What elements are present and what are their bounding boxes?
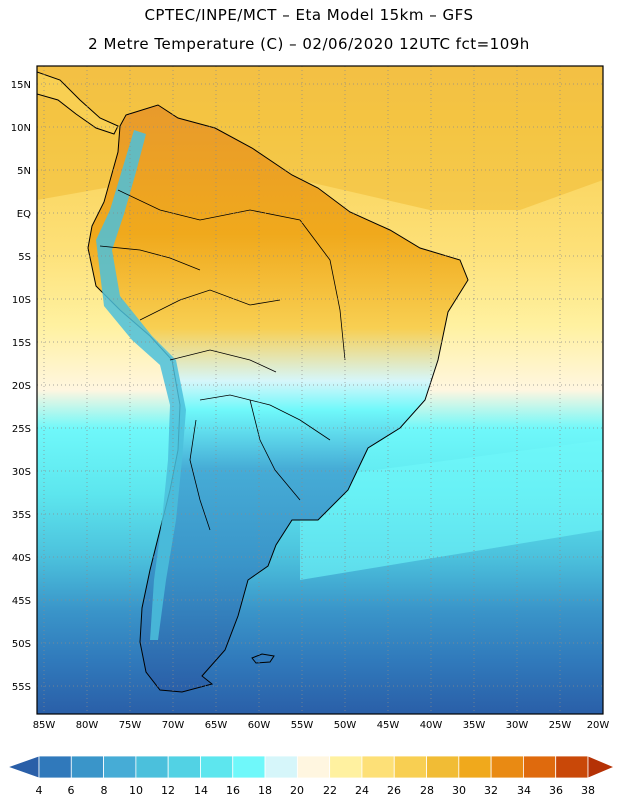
colorbar-swatch bbox=[103, 755, 137, 779]
lat-label: 5S bbox=[18, 252, 31, 263]
colorbar-swatch bbox=[426, 755, 460, 779]
colorbar-label: 34 bbox=[517, 784, 531, 797]
colorbar-boxes bbox=[6, 755, 616, 779]
colorbar-label: 6 bbox=[68, 784, 75, 797]
colorbar-swatch bbox=[232, 755, 266, 779]
colorbar-label: 10 bbox=[129, 784, 143, 797]
lon-label: 70W bbox=[162, 720, 185, 731]
colorbar-swatch bbox=[135, 755, 169, 779]
lon-label: 40W bbox=[420, 720, 443, 731]
lat-label: 40S bbox=[12, 553, 31, 564]
colorbar: 4 6 8 10 12 14 16 18 20 22 24 26 28 30 3… bbox=[6, 755, 616, 797]
latitude-axis: 15N 10N 5N EQ 5S 10S 15S 20S 25S 30S 35S… bbox=[11, 80, 31, 693]
lon-label: 50W bbox=[334, 720, 357, 731]
colorbar-swatch bbox=[458, 755, 492, 779]
title-variable-date: 2 Metre Temperature (C) – 02/06/2020 12U… bbox=[88, 35, 530, 53]
lon-label: 45W bbox=[377, 720, 400, 731]
title-model: CPTEC/INPE/MCT – Eta Model 15km – GFS bbox=[144, 6, 474, 24]
lat-label: 10S bbox=[12, 295, 31, 306]
colorbar-swatch bbox=[296, 755, 331, 779]
lat-label: 45S bbox=[12, 596, 31, 607]
lon-label: 30W bbox=[506, 720, 529, 731]
lon-label: 55W bbox=[291, 720, 314, 731]
lon-label: 65W bbox=[205, 720, 228, 731]
lon-label: 75W bbox=[119, 720, 142, 731]
lat-label: 10N bbox=[11, 123, 31, 134]
colorbar-label: 14 bbox=[194, 784, 208, 797]
colorbar-label: 30 bbox=[452, 784, 466, 797]
colorbar-swatch bbox=[70, 755, 104, 779]
colorbar-label: 16 bbox=[226, 784, 240, 797]
colorbar-arrow-high bbox=[587, 755, 616, 779]
lat-label: 5N bbox=[17, 166, 31, 177]
lat-label: 50S bbox=[12, 639, 31, 650]
colorbar-label: 4 bbox=[36, 784, 43, 797]
colorbar-swatch bbox=[393, 755, 427, 779]
colorbar-label: 28 bbox=[420, 784, 434, 797]
lon-label: 80W bbox=[76, 720, 99, 731]
longitude-axis: 85W 80W 75W 70W 65W 60W 55W 50W 45W 40W … bbox=[33, 720, 610, 731]
lat-label: 15N bbox=[11, 80, 31, 91]
colorbar-arrow-low bbox=[6, 755, 40, 779]
colorbar-swatch bbox=[329, 755, 363, 779]
cool-atlantic-band bbox=[300, 440, 603, 580]
lat-label: 15S bbox=[12, 338, 31, 349]
lat-label: 25S bbox=[12, 424, 31, 435]
colorbar-label: 36 bbox=[549, 784, 563, 797]
lon-label: 85W bbox=[33, 720, 56, 731]
falkland-islands bbox=[251, 653, 275, 664]
colorbar-label: 8 bbox=[101, 784, 108, 797]
colorbar-label: 38 bbox=[581, 784, 595, 797]
colorbar-swatch bbox=[264, 755, 298, 779]
lat-label: 55S bbox=[12, 682, 31, 693]
colorbar-swatch bbox=[555, 755, 589, 779]
lon-label: 20W bbox=[587, 720, 610, 731]
graticule bbox=[37, 66, 604, 714]
lon-label: 25W bbox=[549, 720, 572, 731]
colorbar-swatch bbox=[200, 755, 234, 779]
colorbar-swatch bbox=[167, 755, 201, 779]
colorbar-label: 20 bbox=[290, 784, 304, 797]
central-america-land bbox=[37, 71, 119, 135]
colorbar-label: 32 bbox=[484, 784, 498, 797]
colorbar-swatch bbox=[523, 755, 557, 779]
andes-highlands bbox=[96, 130, 186, 640]
lon-label: 60W bbox=[248, 720, 271, 731]
colorbar-swatch bbox=[361, 755, 395, 779]
map-panel: 15N 10N 5N EQ 5S 10S 15S 20S 25S 30S 35S… bbox=[11, 65, 610, 731]
colorbar-label: 24 bbox=[355, 784, 369, 797]
lat-label: 20S bbox=[12, 381, 31, 392]
country-borders bbox=[99, 189, 346, 531]
lat-label: EQ bbox=[17, 209, 31, 220]
colorbar-swatch bbox=[38, 755, 72, 779]
lon-label: 35W bbox=[463, 720, 486, 731]
colorbar-label: 12 bbox=[161, 784, 175, 797]
colorbar-swatch bbox=[490, 755, 524, 779]
colorbar-label: 26 bbox=[387, 784, 401, 797]
lat-label: 35S bbox=[12, 510, 31, 521]
colorbar-label: 18 bbox=[258, 784, 272, 797]
colorbar-label: 22 bbox=[323, 784, 337, 797]
colorbar-labels: 4 6 8 10 12 14 16 18 20 22 24 26 28 30 3… bbox=[36, 784, 596, 797]
lat-label: 30S bbox=[12, 467, 31, 478]
map-frame bbox=[36, 65, 604, 715]
